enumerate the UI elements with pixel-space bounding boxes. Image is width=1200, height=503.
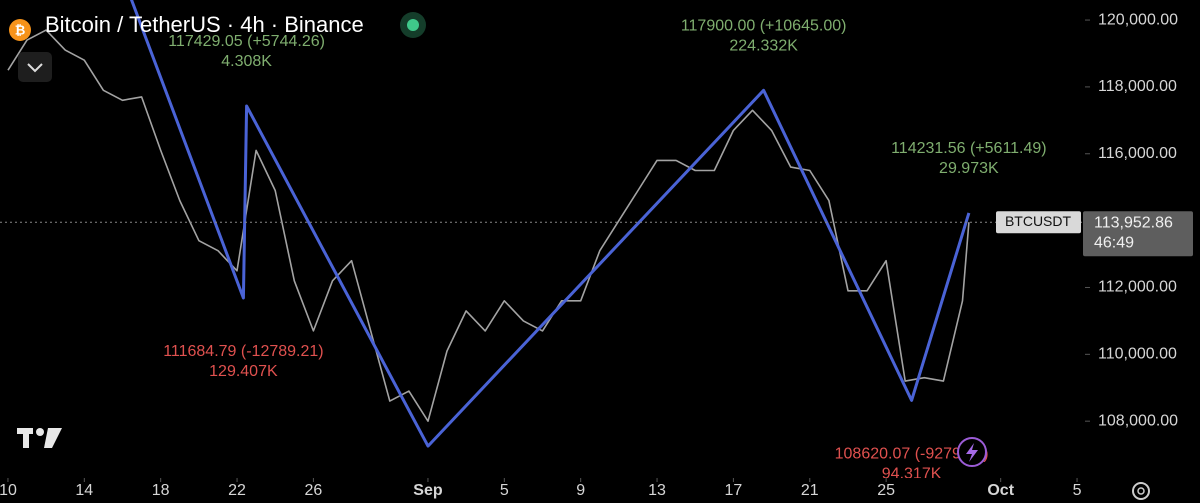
pivot-volume: 29.973K <box>939 160 999 177</box>
y-tick-label: 116,000.00 <box>1098 145 1177 162</box>
overlay: 108,000.00110,000.00112,000.00114,000.00… <box>0 11 1193 499</box>
alert-glyph <box>966 443 978 462</box>
x-tick-label: 5 <box>1073 482 1082 499</box>
x-tick-label: 9 <box>576 482 585 499</box>
price-badge <box>1083 211 1193 257</box>
y-tick-label: 118,000.00 <box>1098 78 1177 95</box>
x-tick-label: 17 <box>725 482 743 499</box>
y-tick-label: 108,000.00 <box>1098 412 1178 429</box>
pivot-label: 117429.05 (+5744.26) <box>168 33 325 50</box>
settings-icon[interactable] <box>1132 482 1150 500</box>
x-tick-label: 14 <box>75 482 93 499</box>
price-line <box>7 29 970 422</box>
chart-title: Bitcoin / TetherUS · 4h · Binance <box>45 12 364 37</box>
x-tick-label: 18 <box>152 482 170 499</box>
pivot-label: 117900.00 (+10645.00) <box>681 17 847 34</box>
collapse-button[interactable] <box>18 52 52 82</box>
x-tick-label: Sep <box>413 482 443 499</box>
settings-icon-center <box>1137 487 1145 495</box>
status-dot <box>407 19 419 31</box>
pivot-label: 114231.56 (+5611.49) <box>891 140 1047 157</box>
plot-area: 111684.79 (-12789.21) 129.407K 117429.05 (… <box>0 0 1085 483</box>
pivot-volume: 94.317K <box>882 466 942 483</box>
y-tick-label: 112,000.00 <box>1098 279 1177 296</box>
coin-icon <box>9 19 31 41</box>
collapse-chevron <box>27 63 43 73</box>
price-badge-countdown: 46:49 <box>1094 234 1134 251</box>
coin-icon-glyph: ₿ <box>15 22 26 37</box>
x-tick-label: 5 <box>500 482 509 499</box>
x-tick-label: Oct <box>987 482 1014 499</box>
zigzag-line <box>129 0 971 448</box>
x-tick-label: 22 <box>228 482 246 499</box>
x-tick-label: 25 <box>877 482 895 499</box>
y-tick-label: 110,000.00 <box>1098 346 1177 363</box>
tv-logo <box>17 428 62 448</box>
x-tick-label: 26 <box>305 482 323 499</box>
x-tick-label: 21 <box>801 482 819 499</box>
symbol-badge <box>996 211 1081 234</box>
price-badge-value: 113,952.86 <box>1094 214 1173 231</box>
pivot-volume: 4.308K <box>221 53 272 70</box>
pivot-label: 108620.07 (-9279.93) <box>835 446 989 463</box>
x-tick-label: 13 <box>648 482 666 499</box>
symbol-badge-text: BTCUSDT <box>1005 213 1072 229</box>
x-tick-label: 10 <box>0 482 17 499</box>
y-tick-label: 120,000.00 <box>1098 11 1178 28</box>
pivot-volume: 224.332K <box>729 37 798 54</box>
pivot-label: 111684.79 (-12789.21) <box>163 343 323 360</box>
pivot-volume: 129.407K <box>209 363 278 380</box>
